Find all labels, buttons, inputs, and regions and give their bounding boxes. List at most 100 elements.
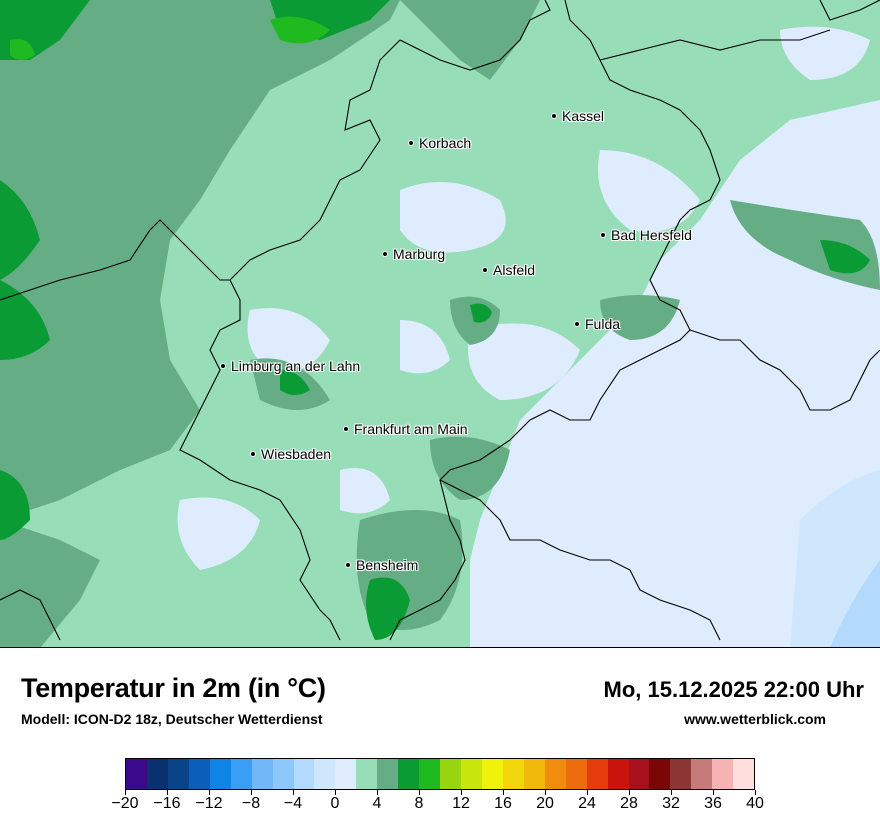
legend-tick-label: −8 (241, 795, 261, 812)
city-dot (220, 363, 226, 369)
legend-tick-mark (167, 790, 168, 795)
city-label: Bensheim (356, 557, 419, 573)
city-marker-bad-hersfeld: Bad Hersfeld (600, 227, 692, 243)
city-label: Bad Hersfeld (611, 227, 692, 243)
city-marker-limburg: Limburg an der Lahn (220, 358, 360, 374)
city-dot (345, 562, 351, 568)
legend-tick-mark (629, 790, 630, 795)
legend-swatch (272, 759, 294, 789)
legend-swatch (481, 759, 503, 789)
legend-tick-label: −16 (153, 795, 181, 812)
temperature-map[interactable]: Kassel Korbach Bad Hersfeld Marburg Alsf… (0, 0, 880, 648)
legend-tick-mark (125, 790, 126, 795)
map-title: Temperatur in 2m (in °C) (21, 673, 326, 703)
city-label: Frankfurt am Main (354, 421, 468, 437)
model-info: Modell: ICON-D2 18z, Deutscher Wetterdie… (21, 711, 323, 727)
legend-tick-mark (419, 790, 420, 795)
city-dot (551, 113, 557, 119)
city-marker-korbach: Korbach (408, 135, 471, 151)
legend-swatch (188, 759, 210, 789)
legend-swatch (649, 759, 671, 789)
legend-swatch (209, 759, 231, 789)
city-dot (382, 251, 388, 257)
city-label: Wiesbaden (261, 446, 332, 462)
map-footer: Temperatur in 2m (in °C) Modell: ICON-D2… (0, 649, 880, 830)
legend-swatch (712, 759, 734, 789)
legend-swatch (733, 759, 755, 789)
legend-swatch (461, 759, 482, 789)
color-scale-legend (125, 758, 755, 790)
city-dot (250, 451, 256, 457)
legend-swatch (565, 759, 587, 789)
legend-swatch (167, 759, 189, 789)
legend-tick-mark (293, 790, 294, 795)
city-dot (600, 232, 606, 238)
legend-swatch (670, 759, 692, 789)
legend-tick-mark (377, 790, 378, 795)
legend-swatch (440, 759, 461, 789)
legend-swatch (502, 759, 524, 789)
legend-tick-mark (503, 790, 504, 795)
legend-tick-label: 36 (704, 795, 722, 812)
legend-tick-label: 28 (620, 795, 638, 812)
legend-tick-mark (755, 790, 756, 795)
legend-swatch (356, 759, 378, 789)
city-label: Limburg an der Lahn (231, 358, 361, 374)
legend-tick-label: −20 (111, 795, 139, 812)
legend-swatch (126, 759, 147, 789)
color-scale-ticks: −20 −16 −12 −8 −4 0 4 8 12 16 20 24 28 32 36 40 (111, 790, 764, 820)
city-label: Marburg (393, 246, 446, 262)
city-dot (408, 140, 414, 146)
city-marker-fulda: Fulda (574, 316, 620, 332)
legend-tick-label: 32 (662, 795, 680, 812)
legend-tick-label: 40 (746, 795, 764, 812)
city-marker-bensheim: Bensheim (345, 557, 418, 573)
legend-tick-mark (251, 790, 252, 795)
legend-swatch (544, 759, 566, 789)
website-link[interactable]: www.wetterblick.com (684, 711, 826, 727)
legend-tick-label: 0 (330, 795, 340, 812)
legend-tick-mark (461, 790, 462, 795)
legend-swatch (251, 759, 273, 789)
legend-tick-mark (545, 790, 546, 795)
city-label: Kassel (562, 108, 605, 124)
city-marker-alsfeld: Alsfeld (482, 262, 535, 278)
legend-swatch (628, 759, 650, 789)
city-marker-frankfurt: Frankfurt am Main (343, 421, 468, 437)
city-dot (343, 426, 349, 432)
legend-tick-mark (713, 790, 714, 795)
legend-tick-label: 24 (578, 795, 596, 812)
legend-tick-mark (209, 790, 210, 795)
map-canvas (0, 0, 880, 647)
city-marker-kassel: Kassel (551, 108, 604, 124)
legend-swatch (523, 759, 545, 789)
legend-tick-label: 4 (372, 795, 382, 812)
legend-swatch (607, 759, 629, 789)
legend-swatch (230, 759, 252, 789)
legend-tick-mark (335, 790, 336, 795)
legend-swatch (335, 759, 357, 789)
legend-swatch (419, 759, 441, 789)
legend-swatch (691, 759, 713, 789)
legend-tick-label: 12 (452, 795, 470, 812)
city-label: Fulda (585, 316, 621, 332)
legend-swatch (586, 759, 608, 789)
city-label: Alsfeld (493, 262, 536, 278)
legend-tick-mark (671, 790, 672, 795)
legend-swatch (293, 759, 315, 789)
legend-swatch (146, 759, 168, 789)
legend-tick-label: 20 (536, 795, 554, 812)
legend-tick-label: −12 (195, 795, 223, 812)
legend-swatch (314, 759, 336, 789)
legend-tick-label: 16 (494, 795, 512, 812)
city-dot (574, 321, 580, 327)
legend-tick-label: −4 (283, 795, 303, 812)
city-marker-marburg: Marburg (382, 246, 445, 262)
forecast-datetime: Mo, 15.12.2025 22:00 Uhr (603, 677, 864, 702)
legend-tick-mark (587, 790, 588, 795)
city-marker-wiesbaden: Wiesbaden (250, 446, 331, 462)
legend-tick-label: 8 (414, 795, 424, 812)
city-dot (482, 267, 488, 273)
legend-swatch (377, 759, 399, 789)
city-label: Korbach (419, 135, 472, 151)
